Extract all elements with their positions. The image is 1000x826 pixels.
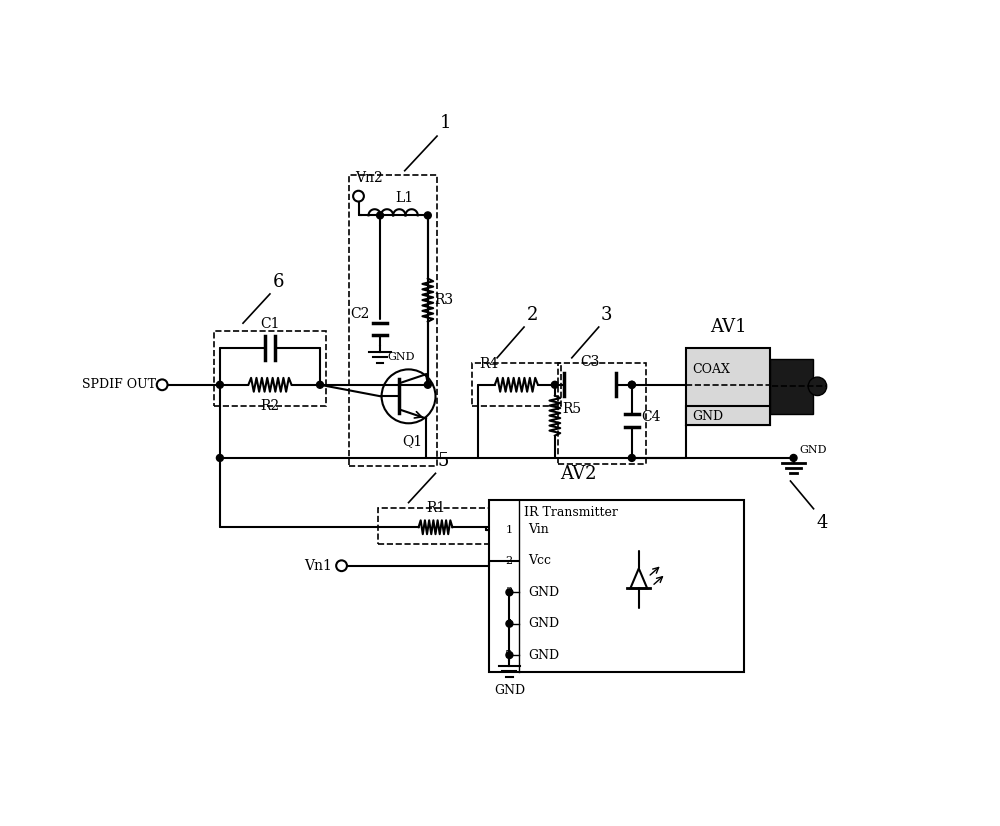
Circle shape — [790, 454, 797, 462]
Text: IR Transmitter: IR Transmitter — [524, 506, 618, 519]
Text: 4: 4 — [817, 514, 828, 532]
Bar — [686, 406, 770, 425]
Text: 2: 2 — [505, 556, 512, 566]
Text: 6: 6 — [272, 273, 284, 291]
Text: GND: GND — [528, 648, 559, 662]
Bar — [489, 501, 744, 672]
Circle shape — [628, 382, 635, 388]
Text: C2: C2 — [350, 306, 369, 320]
Text: COAX: COAX — [692, 363, 730, 376]
Text: R3: R3 — [434, 293, 453, 307]
Text: C4: C4 — [641, 410, 661, 424]
Circle shape — [424, 382, 431, 388]
Text: GND: GND — [528, 617, 559, 630]
Text: GND: GND — [800, 445, 827, 455]
Bar — [770, 358, 813, 414]
Circle shape — [377, 212, 384, 219]
Text: R1: R1 — [426, 501, 445, 515]
Circle shape — [551, 382, 558, 388]
Circle shape — [506, 620, 513, 627]
Circle shape — [506, 589, 513, 596]
Text: L1: L1 — [396, 191, 414, 205]
Text: R2: R2 — [260, 399, 280, 413]
Text: Vn1: Vn1 — [304, 558, 332, 572]
Text: 3: 3 — [505, 587, 512, 597]
Bar — [349, 174, 437, 466]
Bar — [214, 331, 326, 406]
Text: AV1: AV1 — [710, 318, 746, 336]
Text: GND: GND — [528, 586, 559, 599]
Circle shape — [317, 382, 323, 388]
Circle shape — [424, 212, 431, 219]
Text: 5: 5 — [438, 453, 449, 470]
Text: 1: 1 — [505, 525, 512, 534]
Circle shape — [216, 454, 223, 462]
Circle shape — [506, 652, 513, 658]
Text: SPDIF OUT: SPDIF OUT — [82, 378, 156, 392]
Text: 4: 4 — [505, 619, 512, 629]
Bar — [686, 348, 770, 425]
Text: Vn2: Vn2 — [355, 171, 382, 184]
Bar — [472, 363, 561, 406]
Circle shape — [628, 454, 635, 462]
Bar — [558, 363, 646, 464]
Text: C3: C3 — [580, 355, 600, 369]
Circle shape — [628, 382, 635, 388]
Text: 3: 3 — [601, 306, 613, 324]
Text: GND: GND — [388, 352, 415, 362]
Circle shape — [216, 382, 223, 388]
Text: 2: 2 — [526, 306, 538, 324]
Text: GND: GND — [494, 684, 525, 697]
Text: C1: C1 — [260, 317, 280, 331]
Bar — [378, 508, 493, 544]
Circle shape — [808, 377, 827, 396]
Text: Vin: Vin — [528, 523, 549, 536]
Text: AV2: AV2 — [560, 465, 596, 483]
Text: R5: R5 — [563, 402, 582, 416]
Text: 1: 1 — [439, 114, 451, 132]
Text: Vcc: Vcc — [528, 554, 551, 567]
Text: GND: GND — [692, 411, 723, 423]
Text: Q1: Q1 — [402, 434, 422, 448]
Text: 5: 5 — [505, 650, 512, 660]
Text: R4: R4 — [479, 357, 499, 371]
